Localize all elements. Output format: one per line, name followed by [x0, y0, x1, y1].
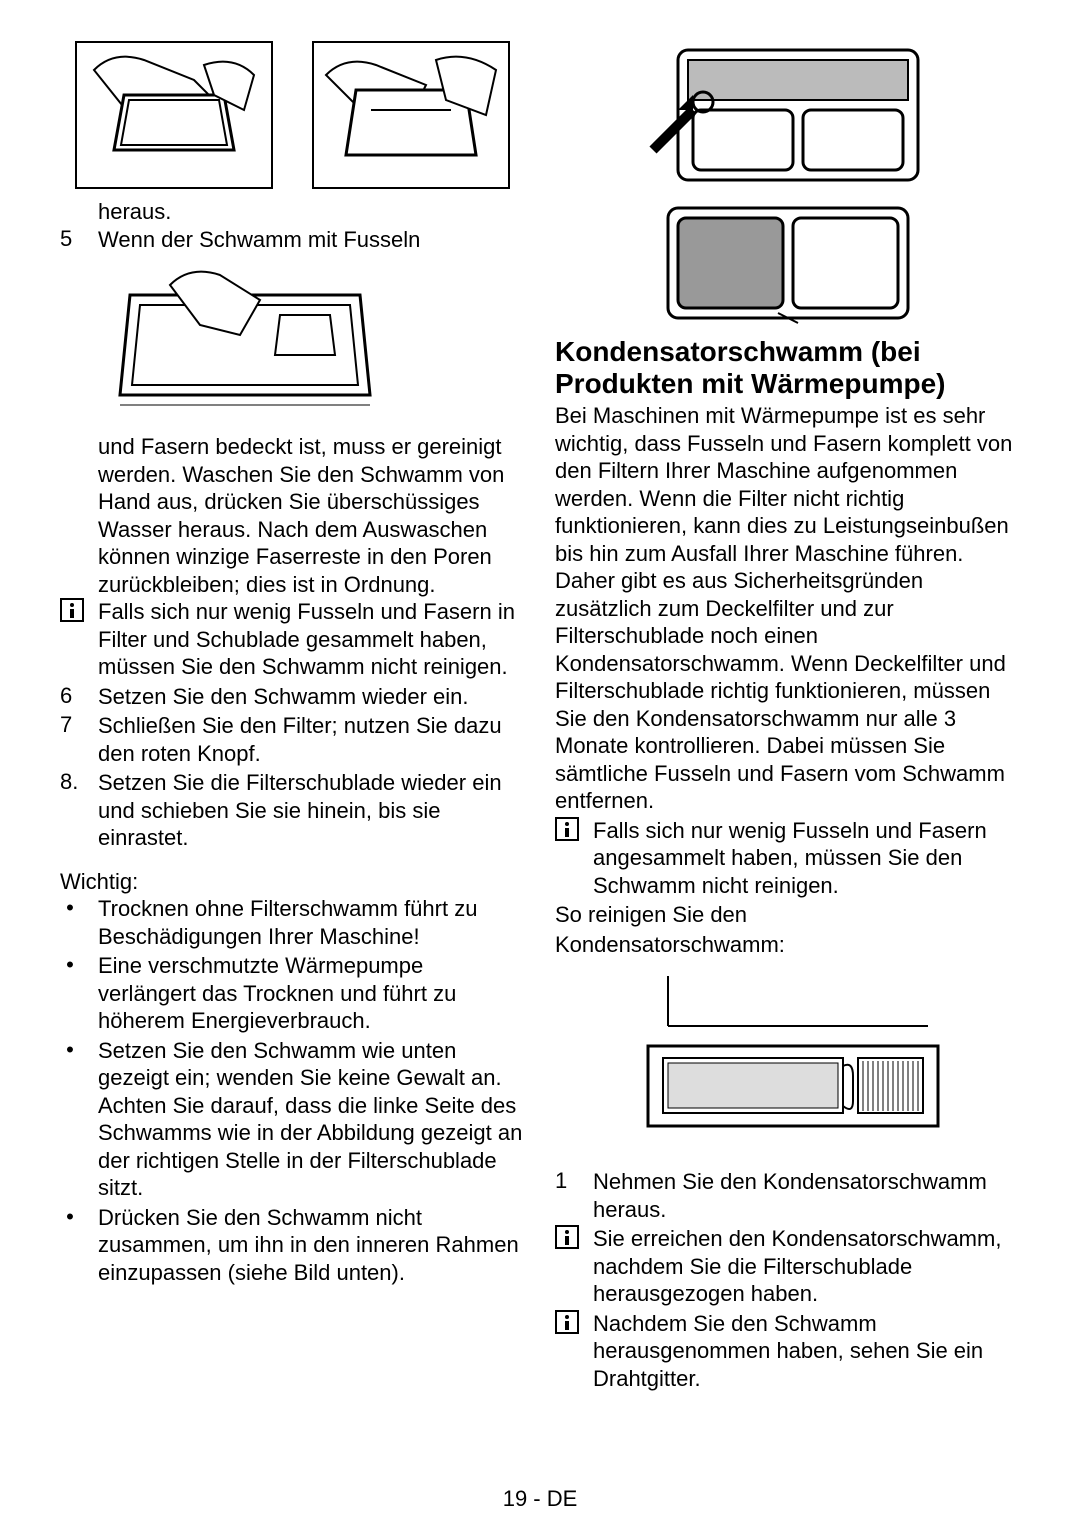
left-column: heraus. 5 Wenn der Schwamm mit Fusseln u…	[60, 40, 525, 1394]
step-8-text: Setzen Sie die Filterschublade wieder ei…	[98, 769, 525, 852]
step-number-6: 6	[60, 683, 80, 711]
info-note-right-2: Sie erreichen den Kondensatorschwamm, na…	[555, 1225, 1020, 1308]
info-right-1-text: Falls sich nur wenig Fusseln und Fasern …	[593, 817, 1020, 900]
step-number-8: 8.	[60, 769, 80, 852]
para-2b: Kondensatorschwamm:	[555, 931, 1020, 959]
step-5-intro: 5 Wenn der Schwamm mit Fusseln	[60, 226, 525, 254]
filter-hands-illustration-2	[311, 40, 511, 190]
bullet-2: • Eine verschmutzte Wärmepumpe verlänger…	[60, 952, 525, 1035]
bullet-4-text: Drücken Sie den Schwamm nicht zusammen, …	[98, 1204, 525, 1287]
step-6: 6 Setzen Sie den Schwamm wieder ein.	[60, 683, 525, 711]
info-right-3-text: Nachdem Sie den Schwamm herausgenommen h…	[593, 1310, 1020, 1393]
bullet-4: • Drücken Sie den Schwamm nicht zusammen…	[60, 1204, 525, 1287]
bullet-mark: •	[60, 895, 80, 950]
info-1-text: Falls sich nur wenig Fusseln und Fasern …	[98, 598, 525, 681]
bullet-3-text: Setzen Sie den Schwamm wie unten gezeigt…	[98, 1037, 525, 1202]
info-icon	[555, 1310, 581, 1393]
step-7-text: Schließen Sie den Filter; nutzen Sie daz…	[98, 712, 525, 767]
right-step-1: 1 Nehmen Sie den Kondensatorschwamm hera…	[555, 1168, 1020, 1223]
info-icon	[555, 817, 581, 900]
bullet-3: • Setzen Sie den Schwamm wie unten gezei…	[60, 1037, 525, 1202]
filter-hands-illustration-1	[74, 40, 274, 190]
para-2a: So reinigen Sie den	[555, 901, 1020, 929]
bullet-mark: •	[60, 1204, 80, 1287]
bullet-1: • Trocknen ohne Filterschwamm führt zu B…	[60, 895, 525, 950]
right-column: Kondensatorschwamm (bei Produkten mit Wä…	[555, 40, 1020, 1394]
bullet-mark: •	[60, 952, 80, 1035]
wichtig-label: Wichtig:	[60, 868, 525, 896]
info-icon	[555, 1225, 581, 1308]
info-right-2-text: Sie erreichen den Kondensatorschwamm, na…	[593, 1225, 1020, 1308]
illustration-row-top	[60, 40, 525, 198]
step-number-7: 7	[60, 712, 80, 767]
section-heading: Kondensatorschwamm (bei Produkten mit Wä…	[555, 336, 1020, 400]
info-icon	[60, 598, 86, 681]
right-step-1-text: Nehmen Sie den Kondensatorschwamm heraus…	[593, 1168, 1020, 1223]
bullet-2-text: Eine verschmutzte Wärmepumpe verlängert …	[98, 952, 525, 1035]
info-note-right-3: Nachdem Sie den Schwamm herausgenommen h…	[555, 1310, 1020, 1393]
filter-frame-shaded-illustration	[648, 198, 928, 328]
bullet-1-text: Trocknen ohne Filterschwamm führt zu Bes…	[98, 895, 525, 950]
heraus-text: heraus.	[98, 198, 525, 226]
step-6-text: Setzen Sie den Schwamm wieder ein.	[98, 683, 525, 711]
filter-frame-arrow-illustration	[648, 40, 928, 190]
step-number-1: 1	[555, 1168, 575, 1223]
step-7: 7 Schließen Sie den Filter; nutzen Sie d…	[60, 712, 525, 767]
step-8: 8. Setzen Sie die Filterschublade wieder…	[60, 769, 525, 852]
step-number-5: 5	[60, 226, 80, 254]
para-1: Bei Maschinen mit Wärmepumpe ist es sehr…	[555, 402, 1020, 815]
bullet-mark: •	[60, 1037, 80, 1202]
info-note-1: Falls sich nur wenig Fusseln und Fasern …	[60, 598, 525, 681]
page-footer: 19 - DE	[0, 1486, 1080, 1512]
machine-front-illustration	[628, 966, 948, 1146]
sponge-wash-illustration	[110, 255, 380, 425]
step-5-intro-text: Wenn der Schwamm mit Fusseln	[98, 226, 525, 254]
info-note-right-1: Falls sich nur wenig Fusseln und Fasern …	[555, 817, 1020, 900]
step-5-continuation: und Fasern bedeckt ist, muss er gereinig…	[98, 433, 525, 598]
